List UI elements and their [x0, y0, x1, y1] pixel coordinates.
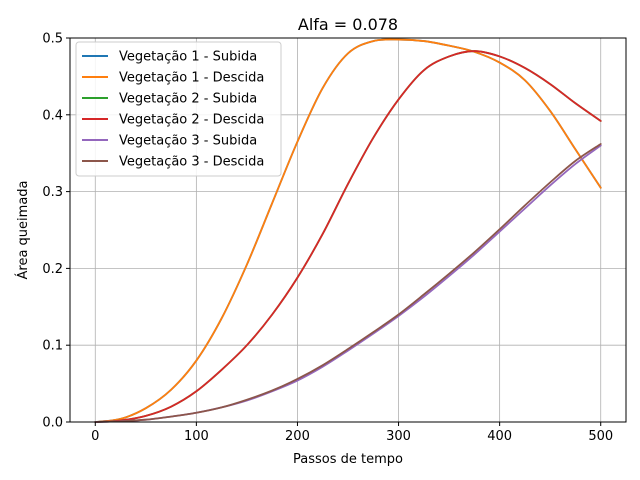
- series-line-5: [94, 144, 602, 423]
- x-axis-ticks: 0 100 200 300 400 500: [91, 422, 613, 444]
- x-tick-label: 200: [285, 429, 310, 444]
- plot-area-frame: [69, 37, 627, 423]
- x-axis-label: Passos de tempo: [293, 452, 403, 467]
- legend-box: [75, 41, 282, 177]
- y-tick-label: 0.3: [42, 185, 63, 200]
- y-axis-label: Área queimada: [15, 181, 31, 280]
- y-axis-ticks: 0.0 0.1 0.2 0.3 0.4 0.5: [42, 32, 70, 431]
- legend-label: Vegetação 3 - Subida: [119, 134, 257, 149]
- legend-label: Vegetação 2 - Descida: [119, 113, 264, 128]
- legend: Vegetação 1 - Subida Vegetação 1 - Descid…: [75, 41, 282, 177]
- x-tick-label: 500: [588, 429, 613, 444]
- legend-entries: Vegetação 1 - Subida Vegetação 1 - Descid…: [82, 50, 264, 170]
- series-line-6: [94, 143, 602, 423]
- x-tick-label: 100: [184, 429, 209, 444]
- legend-label: Vegetação 2 - Subida: [119, 92, 257, 107]
- y-tick-label: 0.2: [42, 262, 63, 277]
- x-tick-label: 400: [487, 429, 512, 444]
- chart-title: Alfa = 0.078: [298, 15, 398, 34]
- legend-label: Vegetação 1 - Subida: [119, 50, 257, 65]
- legend-label: Vegetação 1 - Descida: [119, 71, 264, 86]
- y-tick-label: 0.5: [42, 32, 63, 47]
- series-line-4: [94, 50, 602, 423]
- series-line-2: [94, 38, 602, 423]
- y-tick-label: 0.0: [42, 416, 63, 431]
- legend-label: Vegetação 3 - Descida: [119, 155, 264, 170]
- x-tick-label: 0: [91, 429, 99, 444]
- y-tick-label: 0.4: [42, 108, 63, 123]
- x-tick-label: 300: [386, 429, 411, 444]
- y-tick-label: 0.1: [42, 339, 63, 354]
- series-lines: [94, 38, 602, 423]
